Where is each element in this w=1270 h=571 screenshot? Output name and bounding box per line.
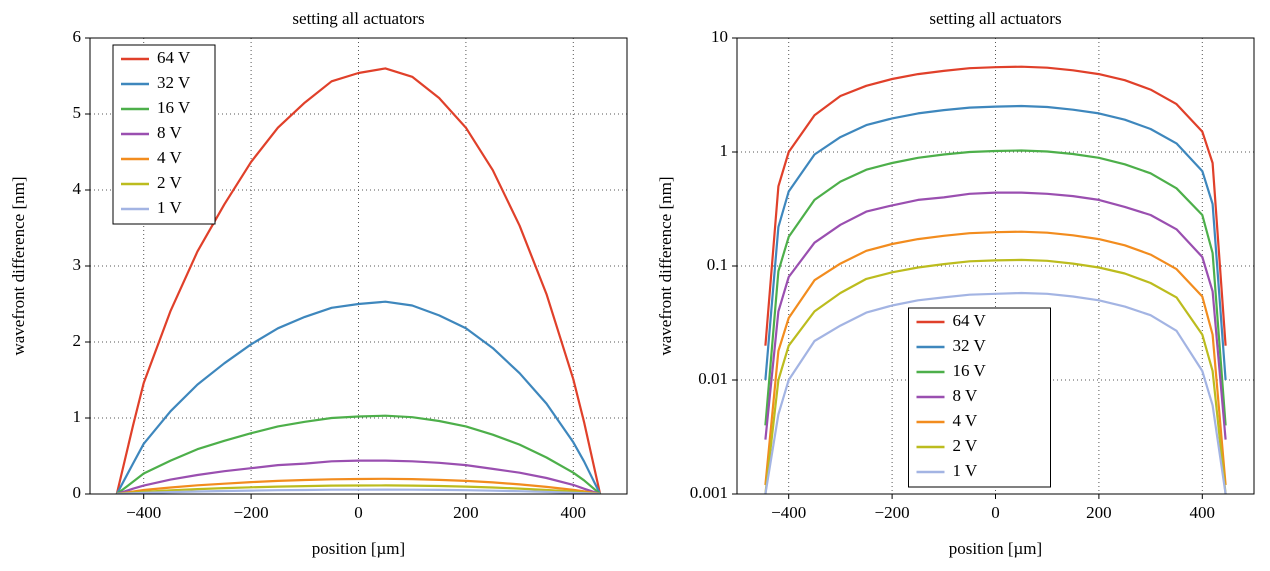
series-line bbox=[764, 291, 1227, 494]
series-line bbox=[115, 67, 602, 494]
plot-frame bbox=[736, 37, 1255, 495]
legend-label: 8 V bbox=[157, 123, 182, 142]
plot-frame bbox=[89, 37, 628, 495]
y-tick-label: 0 bbox=[73, 483, 82, 502]
x-tick-label: 0 bbox=[354, 503, 363, 522]
legend-label: 32 V bbox=[953, 336, 987, 355]
x-tick-label: −400 bbox=[771, 503, 806, 522]
x-axis-label: position [µm] bbox=[312, 539, 405, 558]
x-tick-label: 200 bbox=[1086, 503, 1112, 522]
legend-label: 4 V bbox=[157, 148, 182, 167]
legend-label: 1 V bbox=[953, 461, 978, 480]
chart-title: setting all actuators bbox=[929, 9, 1061, 28]
series-line bbox=[116, 459, 601, 494]
x-tick-label: 0 bbox=[991, 503, 1000, 522]
y-tick-label: 0.1 bbox=[707, 255, 728, 274]
legend-label: 2 V bbox=[953, 436, 978, 455]
series-line bbox=[764, 191, 1227, 440]
y-tick-label: 0.01 bbox=[698, 369, 728, 388]
y-tick-label: 0.001 bbox=[690, 483, 728, 502]
x-tick-label: −200 bbox=[234, 503, 269, 522]
y-axis-label: wavefront difference [nm] bbox=[9, 176, 28, 355]
y-axis-label: wavefront difference [nm] bbox=[656, 176, 675, 355]
x-tick-label: 200 bbox=[453, 503, 479, 522]
y-tick-label: 4 bbox=[73, 179, 82, 198]
y-tick-label: 1 bbox=[720, 141, 729, 160]
x-tick-label: 400 bbox=[561, 503, 587, 522]
y-tick-label: 3 bbox=[73, 255, 82, 274]
legend-label: 32 V bbox=[157, 73, 191, 92]
x-tick-label: 400 bbox=[1190, 503, 1216, 522]
y-tick-label: 1 bbox=[73, 407, 82, 426]
legend-label: 8 V bbox=[953, 386, 978, 405]
legend-label: 2 V bbox=[157, 173, 182, 192]
series-line bbox=[116, 477, 601, 494]
legend-label: 64 V bbox=[157, 48, 191, 67]
y-tick-label: 6 bbox=[73, 27, 82, 46]
legend-label: 64 V bbox=[953, 311, 987, 330]
series-line bbox=[764, 149, 1227, 426]
legend-label: 4 V bbox=[953, 411, 978, 430]
series-line bbox=[115, 300, 602, 494]
series-line bbox=[116, 414, 601, 494]
y-tick-label: 5 bbox=[73, 103, 82, 122]
x-tick-label: −400 bbox=[126, 503, 161, 522]
legend-label: 1 V bbox=[157, 198, 182, 217]
x-tick-label: −200 bbox=[875, 503, 910, 522]
series-line bbox=[764, 230, 1227, 486]
y-tick-label: 10 bbox=[711, 27, 728, 46]
legend-label: 16 V bbox=[157, 98, 191, 117]
series-line bbox=[764, 65, 1227, 346]
chart-title: setting all actuators bbox=[292, 9, 424, 28]
series-line bbox=[764, 104, 1227, 381]
series-line bbox=[116, 484, 601, 494]
series-line bbox=[116, 488, 601, 494]
legend-label: 16 V bbox=[953, 361, 987, 380]
y-tick-label: 2 bbox=[73, 331, 82, 350]
series-line bbox=[764, 258, 1227, 494]
x-axis-label: position [µm] bbox=[949, 539, 1042, 558]
